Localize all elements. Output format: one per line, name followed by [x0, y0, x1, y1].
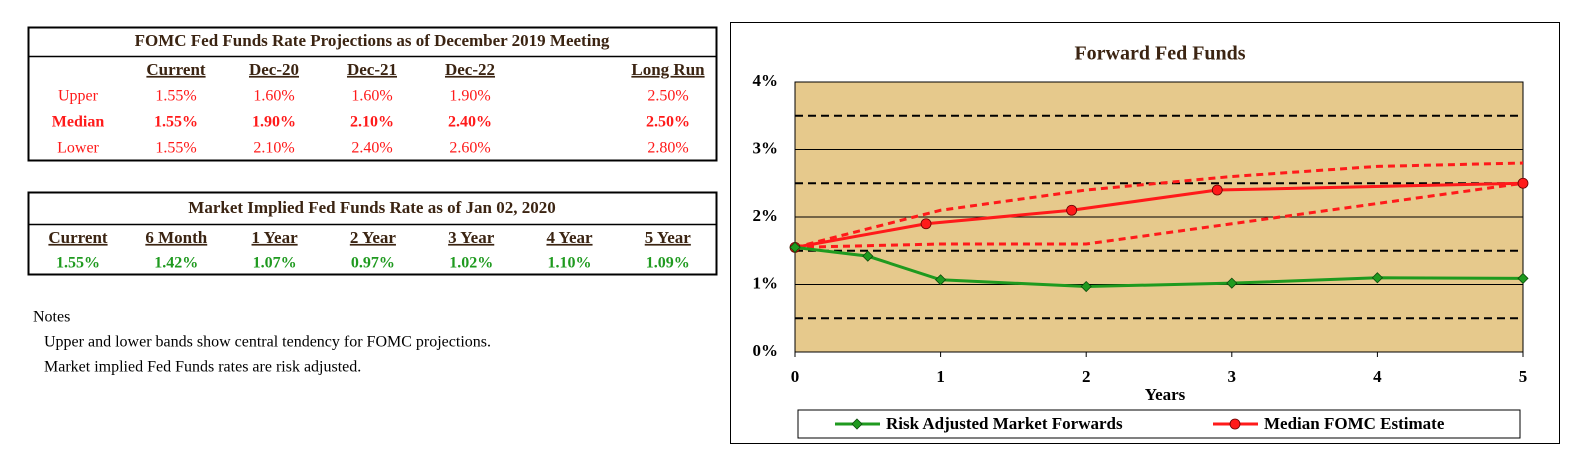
marker — [862, 250, 874, 262]
cell: 2.10% — [350, 114, 394, 131]
cell: 2.80% — [647, 140, 688, 157]
y-tick-label: 0% — [753, 341, 779, 360]
column-header: 1 Year — [252, 228, 299, 247]
note: Market implied Fed Funds rates are risk … — [44, 359, 361, 376]
column-header: 4 Year — [546, 228, 593, 247]
table-title: FOMC Fed Funds Rate Projections as of De… — [135, 31, 610, 50]
x-tick-label: 0 — [791, 367, 800, 386]
column-header: 3 Year — [448, 228, 495, 247]
legend — [797, 409, 1521, 439]
fomc-table-border — [27, 26, 718, 162]
cell: 1.55% — [155, 88, 196, 105]
series-line — [794, 181, 1524, 249]
column-header: Dec-21 — [347, 60, 397, 79]
x-tick-label: 3 — [1228, 367, 1237, 386]
marker — [920, 218, 932, 230]
column-header: Dec-22 — [445, 60, 495, 79]
column-header: Current — [146, 60, 206, 79]
cell: 1.02% — [449, 255, 493, 272]
cell: 2.10% — [253, 140, 294, 157]
marker — [789, 241, 801, 253]
cell: 0.97% — [351, 255, 395, 272]
cell: 2.40% — [448, 114, 492, 131]
legend-marker — [851, 418, 863, 430]
x-tick-label: 1 — [936, 367, 945, 386]
cell: 1.55% — [56, 255, 100, 272]
y-tick-label: 2% — [753, 206, 779, 225]
column-header: 2 Year — [350, 228, 397, 247]
y-tick-label: 3% — [753, 138, 779, 157]
cell: 1.60% — [351, 88, 392, 105]
marker — [1517, 272, 1529, 284]
row-label: Lower — [57, 140, 99, 157]
note: Upper and lower bands show central tende… — [44, 334, 491, 351]
x-tick-label: 5 — [1519, 367, 1528, 386]
marker — [1371, 272, 1383, 284]
cell: 1.42% — [154, 255, 198, 272]
marker — [1211, 184, 1223, 196]
y-tick-label: 1% — [753, 273, 779, 292]
row-label: Median — [52, 114, 105, 131]
x-tick-label: 4 — [1373, 367, 1382, 386]
chart-title: Forward Fed Funds — [1074, 43, 1245, 65]
cell: 2.50% — [647, 88, 688, 105]
cell: 1.09% — [646, 255, 690, 272]
cell: 1.07% — [253, 255, 297, 272]
table-title: Market Implied Fed Funds Rate as of Jan … — [188, 198, 555, 217]
marker — [1226, 277, 1238, 289]
legend-marker — [1229, 418, 1241, 430]
column-header: Long Run — [631, 60, 705, 79]
cell: 2.60% — [449, 140, 490, 157]
column-header: 6 Month — [145, 228, 207, 247]
market-table-border — [27, 191, 718, 276]
marker — [1080, 280, 1092, 293]
cell: 1.60% — [253, 88, 294, 105]
cell: 2.50% — [646, 114, 690, 131]
cell: 1.90% — [449, 88, 490, 105]
series-line — [794, 161, 1524, 249]
marker — [1066, 204, 1078, 216]
cell: 1.55% — [155, 140, 196, 157]
x-axis-label: Years — [1145, 385, 1186, 404]
x-tick-label: 2 — [1082, 367, 1091, 386]
marker — [1517, 177, 1529, 189]
legend-label: Median FOMC Estimate — [1264, 414, 1445, 433]
marker — [935, 274, 947, 286]
cell: 1.90% — [252, 114, 296, 131]
cell: 1.55% — [154, 114, 198, 131]
legend-label: Risk Adjusted Market Forwards — [886, 414, 1123, 433]
column-header: 5 Year — [645, 228, 692, 247]
column-header: Dec-20 — [249, 60, 299, 79]
column-header: Current — [48, 228, 108, 247]
notes-heading: Notes — [33, 309, 70, 326]
cell: 2.40% — [351, 140, 392, 157]
cell: 1.10% — [548, 255, 592, 272]
y-tick-label: 4% — [753, 71, 779, 90]
row-label: Upper — [58, 88, 99, 105]
